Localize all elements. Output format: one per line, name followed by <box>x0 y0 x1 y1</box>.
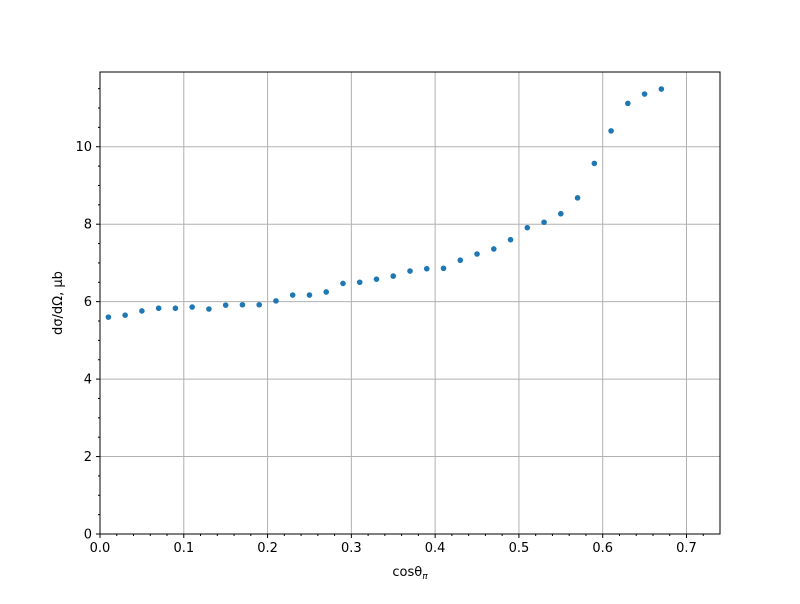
data-point <box>524 224 531 231</box>
x-tick-label: 0.0 <box>90 541 111 556</box>
data-point <box>641 91 648 97</box>
data-point <box>591 160 598 167</box>
y-tick-label: 4 <box>84 373 92 388</box>
x-tick-label: 0.1 <box>173 541 194 556</box>
data-point <box>239 301 246 308</box>
data-point <box>625 100 631 107</box>
data-point <box>105 314 112 320</box>
data-point <box>340 280 346 287</box>
data-point <box>306 292 313 298</box>
axis-ticks <box>96 88 704 538</box>
data-point <box>256 301 262 308</box>
data-point <box>507 236 514 243</box>
y-tick-label: 0 <box>84 528 92 543</box>
x-axis-label-main: cosθ <box>392 565 422 580</box>
data-point <box>222 302 229 308</box>
data-point <box>608 128 614 134</box>
data-point <box>155 305 162 312</box>
data-point <box>541 219 547 226</box>
x-tick-label: 0.3 <box>341 541 362 556</box>
plot-frame <box>99 71 721 535</box>
y-axis-label: dσ/dΩ, μb <box>51 271 66 335</box>
y-tick-label: 6 <box>84 295 92 310</box>
x-tick-label: 0.6 <box>592 541 613 556</box>
x-tick-label: 0.7 <box>676 541 697 556</box>
tick-labels: 0.0 0.1 0.2 0.3 0.4 0.5 0.6 0.7 0 2 4 6 8 10 <box>75 140 696 556</box>
data-point <box>206 306 212 312</box>
data-point <box>189 304 195 310</box>
data-point <box>574 195 581 201</box>
data-point <box>172 305 179 312</box>
x-axis-label-subscript: π <box>422 572 428 582</box>
data-points <box>105 86 665 320</box>
y-tick-label: 2 <box>84 450 92 465</box>
grid-lines <box>99 72 720 535</box>
data-point <box>373 276 380 282</box>
x-tick-label: 0.2 <box>257 541 278 556</box>
data-point <box>474 251 480 257</box>
data-point <box>440 265 447 272</box>
data-point <box>323 289 330 295</box>
y-tick-label: 10 <box>75 140 92 155</box>
data-point <box>289 292 296 298</box>
data-point <box>356 279 363 286</box>
data-point <box>390 273 397 279</box>
data-point <box>558 210 564 217</box>
data-point <box>122 312 128 318</box>
data-point <box>139 308 145 314</box>
x-tick-label: 0.4 <box>425 541 446 556</box>
data-point <box>407 268 413 274</box>
data-point <box>490 246 497 252</box>
y-tick-label: 8 <box>84 218 92 233</box>
data-point <box>457 257 464 264</box>
data-point <box>273 298 279 304</box>
x-axis-label: cosθπ <box>392 565 428 582</box>
x-tick-label: 0.5 <box>509 541 530 556</box>
data-point <box>658 86 665 92</box>
data-point <box>423 265 430 272</box>
